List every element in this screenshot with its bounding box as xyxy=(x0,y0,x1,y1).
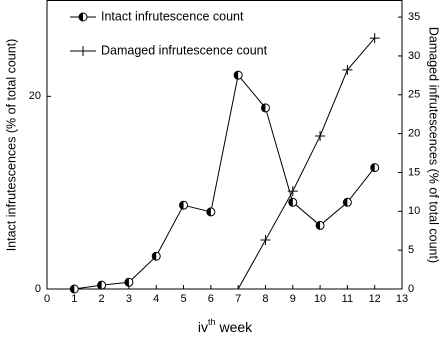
series-line xyxy=(74,74,376,290)
y2-tick-label: 10 xyxy=(408,205,420,217)
y2-tick-label: 25 xyxy=(408,89,420,101)
marker xyxy=(179,200,189,210)
x-tick-label: 11 xyxy=(342,293,353,305)
marker xyxy=(369,33,380,44)
legend-text: Intact infrutescence count xyxy=(101,9,244,23)
marker-half xyxy=(316,221,321,230)
x-tick-label: 13 xyxy=(396,293,408,305)
x-tick-label: 9 xyxy=(290,293,296,305)
x-tick-label: 12 xyxy=(369,293,381,305)
marker xyxy=(69,284,79,294)
x-tick-label: 5 xyxy=(180,293,186,305)
y-tick-label: 20 xyxy=(29,90,41,102)
marker xyxy=(288,197,298,207)
y2-tick-label: 5 xyxy=(408,244,414,256)
y2-axis-title: Damaged infrutescences (% of total count… xyxy=(427,27,441,263)
x-tick-label: 8 xyxy=(262,293,268,305)
x-title-base: iv xyxy=(198,319,208,335)
marker xyxy=(370,163,380,173)
x-tick-label: 3 xyxy=(126,293,132,305)
plot-frame xyxy=(46,0,403,290)
y2-tick-label: 0 xyxy=(408,283,414,295)
x-tick-label: 2 xyxy=(99,293,105,305)
y2-tick-label: 20 xyxy=(408,128,420,140)
x-tick-label: 0 xyxy=(44,293,50,305)
x-tick-label: 10 xyxy=(314,293,326,305)
y2-tick-label: 35 xyxy=(408,11,420,23)
marker xyxy=(315,130,326,141)
marker xyxy=(78,12,88,22)
marker-half xyxy=(261,103,266,112)
marker xyxy=(287,186,298,197)
x-tick-label: 6 xyxy=(208,293,214,305)
marker xyxy=(342,197,352,207)
marker xyxy=(342,64,353,75)
marker xyxy=(78,46,88,56)
marker xyxy=(260,235,271,246)
marker-half xyxy=(234,71,239,80)
y2-tick-label: 30 xyxy=(408,50,420,62)
marker-half xyxy=(70,285,75,293)
marker xyxy=(151,251,161,261)
marker xyxy=(315,220,325,230)
x-tick-label: 1 xyxy=(71,293,77,305)
x-title-sup: th xyxy=(208,317,216,327)
marker xyxy=(206,207,216,217)
marker xyxy=(260,103,270,113)
series-line xyxy=(237,37,376,290)
marker-plus xyxy=(260,235,271,246)
x-axis-title: ivth week xyxy=(198,317,253,334)
marker-half xyxy=(206,207,211,216)
marker xyxy=(124,277,134,287)
x-title-rest: week xyxy=(218,319,253,335)
legend-text: Damaged infrutescence count xyxy=(101,43,268,57)
marker-half xyxy=(79,13,83,21)
marker-half xyxy=(152,252,157,261)
marker-half xyxy=(124,278,129,287)
marker-plus xyxy=(342,64,353,75)
marker-plus xyxy=(287,186,298,197)
x-tick-label: 4 xyxy=(153,293,159,305)
marker-half xyxy=(97,281,102,290)
x-tick-label: 7 xyxy=(235,293,241,305)
marker-half xyxy=(288,198,293,207)
marker-plus xyxy=(315,130,326,141)
y-tick-label: 0 xyxy=(35,283,41,295)
marker xyxy=(233,70,243,80)
marker-half xyxy=(370,163,375,172)
marker-half xyxy=(179,201,184,210)
marker-plus xyxy=(78,46,88,56)
y2-tick-label: 15 xyxy=(408,166,420,178)
y-axis-title: Intact infrutescences (% of total count) xyxy=(4,39,18,252)
marker xyxy=(97,280,107,290)
marker-half xyxy=(343,198,348,207)
marker-plus xyxy=(369,33,380,44)
